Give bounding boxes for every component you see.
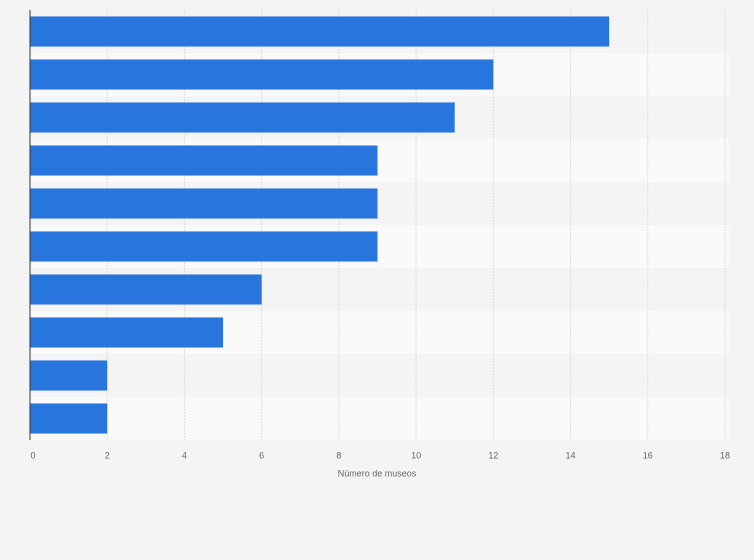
bar [30,403,108,434]
row-band [30,354,729,397]
x-tick-label: 4 [182,450,187,460]
x-tick-label: 0 [30,450,35,460]
x-tick-label: 10 [411,450,421,460]
x-tick-label: 18 [720,450,730,460]
bar [30,231,378,262]
x-tick-label: 8 [336,450,341,460]
x-tick-label: 16 [643,450,653,460]
x-tick-label: 2 [105,450,110,460]
x-tick-label: 12 [488,450,498,460]
row-band [30,397,729,440]
bar [30,317,224,348]
bar [30,145,378,176]
bar [30,360,108,391]
bar [30,274,262,305]
bar [30,102,455,133]
x-tick-label: 14 [566,450,576,460]
x-axis-label: Número de museos [338,468,417,478]
bar [30,16,610,47]
x-tick-label: 6 [259,450,264,460]
bar [30,59,494,90]
bar [30,188,378,219]
